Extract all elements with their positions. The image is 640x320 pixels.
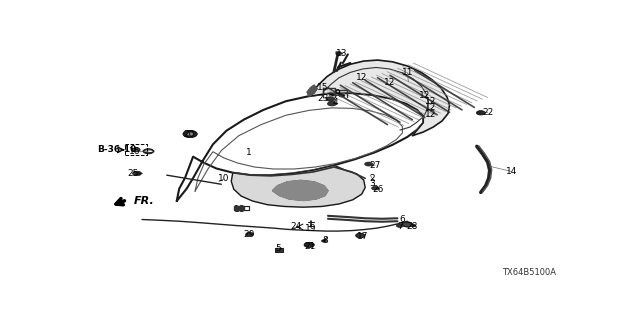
Circle shape [183, 131, 197, 138]
Text: TX64B5100A: TX64B5100A [502, 268, 556, 277]
Circle shape [237, 207, 244, 211]
Circle shape [132, 171, 141, 176]
Text: 25: 25 [127, 169, 139, 179]
Circle shape [405, 80, 412, 83]
Text: 4: 4 [333, 98, 339, 107]
Text: 15: 15 [317, 83, 329, 92]
Text: 8: 8 [323, 236, 328, 245]
Text: 19: 19 [305, 224, 317, 233]
Circle shape [186, 132, 194, 136]
Circle shape [414, 86, 420, 89]
Text: 23: 23 [317, 93, 329, 102]
Text: 10: 10 [218, 174, 230, 183]
Circle shape [374, 72, 381, 76]
Text: 22: 22 [482, 108, 493, 117]
Text: 17: 17 [357, 232, 369, 241]
Text: 20: 20 [184, 130, 195, 139]
Text: 24: 24 [291, 222, 302, 231]
Circle shape [246, 232, 253, 236]
Circle shape [372, 187, 379, 190]
Circle shape [339, 94, 345, 97]
Text: 16: 16 [129, 147, 140, 156]
Text: 7: 7 [397, 222, 403, 231]
Text: 2: 2 [370, 174, 376, 183]
Polygon shape [309, 60, 449, 136]
Text: 12: 12 [384, 78, 396, 87]
Text: 12: 12 [419, 91, 430, 100]
Circle shape [365, 162, 372, 166]
Polygon shape [234, 206, 244, 210]
Text: 13: 13 [336, 49, 348, 58]
Text: 14: 14 [506, 167, 517, 176]
Text: 29: 29 [243, 230, 254, 239]
Text: 12: 12 [424, 103, 436, 112]
Circle shape [411, 224, 416, 227]
Text: 3: 3 [370, 179, 376, 188]
Circle shape [328, 101, 337, 106]
Circle shape [392, 75, 398, 78]
Polygon shape [276, 248, 282, 251]
Text: 1: 1 [246, 148, 252, 157]
Text: 18: 18 [234, 205, 246, 214]
Text: 11: 11 [402, 68, 413, 77]
Text: 28: 28 [406, 222, 418, 231]
Polygon shape [307, 85, 317, 96]
Circle shape [321, 240, 326, 242]
Circle shape [403, 222, 412, 227]
Circle shape [290, 185, 312, 196]
Text: 12: 12 [424, 110, 436, 119]
Circle shape [476, 111, 485, 115]
Text: 12: 12 [356, 73, 367, 82]
Circle shape [132, 148, 140, 152]
Polygon shape [336, 52, 340, 54]
Circle shape [359, 76, 365, 79]
Text: FR.: FR. [134, 196, 154, 205]
Text: B-36-10: B-36-10 [97, 145, 136, 154]
Text: 26: 26 [372, 185, 383, 195]
Polygon shape [273, 180, 328, 201]
Circle shape [304, 243, 314, 247]
Text: 27: 27 [369, 161, 381, 170]
Circle shape [326, 97, 335, 101]
Text: 9: 9 [334, 89, 340, 98]
Text: 6: 6 [399, 215, 405, 224]
Polygon shape [231, 165, 365, 207]
Text: 21: 21 [304, 242, 316, 251]
Text: 5: 5 [276, 244, 281, 253]
Circle shape [356, 233, 365, 238]
Text: 12: 12 [424, 97, 436, 106]
Circle shape [329, 93, 335, 96]
Circle shape [396, 224, 403, 228]
Polygon shape [177, 93, 423, 201]
